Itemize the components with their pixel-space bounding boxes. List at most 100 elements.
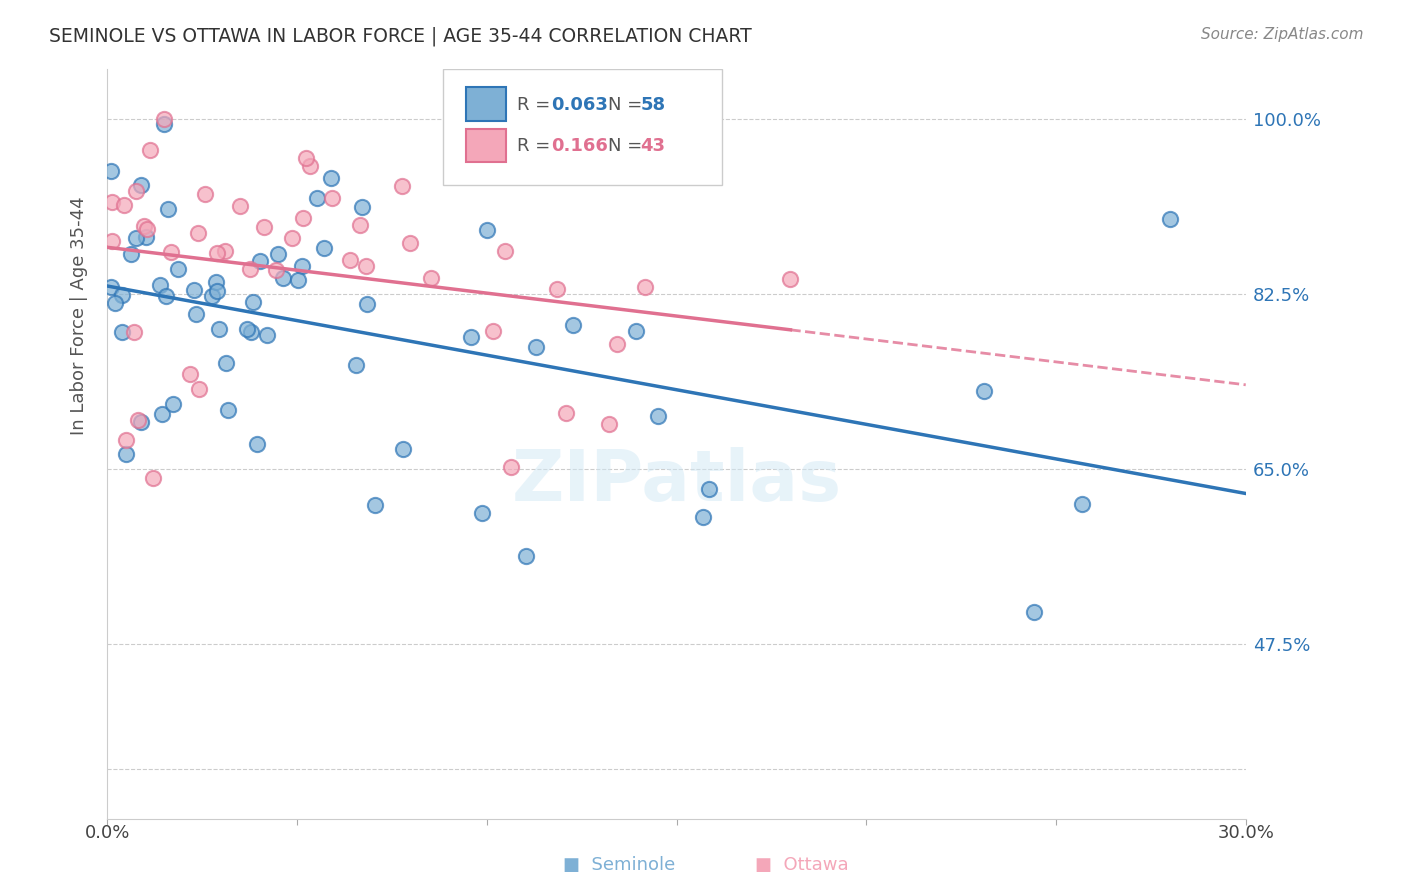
- Text: ■  Seminole: ■ Seminole: [562, 856, 675, 874]
- Seminole: [475, 223, 498, 237]
- Bar: [465, 87, 506, 121]
- Seminole: [391, 442, 413, 456]
- Ottawa: [281, 231, 304, 245]
- Seminole: [256, 327, 278, 342]
- Seminole: [246, 437, 269, 451]
- Seminole: [624, 324, 647, 338]
- Seminole: [157, 202, 180, 216]
- Seminole: [356, 296, 378, 310]
- Ottawa: [598, 417, 620, 432]
- Seminole: [973, 384, 995, 399]
- Seminole: [242, 294, 264, 309]
- Seminole: [155, 289, 177, 303]
- Seminole: [129, 178, 152, 192]
- Ottawa: [291, 211, 314, 226]
- FancyBboxPatch shape: [443, 69, 723, 185]
- Text: N =: N =: [609, 95, 648, 113]
- Ottawa: [420, 271, 443, 285]
- Text: N =: N =: [609, 136, 648, 155]
- Text: 0.0%: 0.0%: [84, 823, 131, 842]
- Text: SEMINOLE VS OTTAWA IN LABOR FORCE | AGE 35-44 CORRELATION CHART: SEMINOLE VS OTTAWA IN LABOR FORCE | AGE …: [49, 27, 752, 46]
- Ottawa: [101, 234, 124, 248]
- Seminole: [1024, 605, 1046, 619]
- Ottawa: [214, 244, 236, 259]
- Ottawa: [142, 471, 165, 485]
- Ottawa: [294, 152, 316, 166]
- Text: R =: R =: [517, 136, 557, 155]
- Ottawa: [153, 112, 176, 126]
- Seminole: [115, 447, 138, 461]
- Seminole: [524, 340, 547, 354]
- Seminole: [697, 483, 720, 497]
- Seminole: [291, 259, 314, 273]
- Seminole: [111, 288, 134, 302]
- Seminole: [124, 231, 146, 245]
- Seminole: [162, 397, 184, 411]
- Text: 0.166: 0.166: [551, 136, 609, 155]
- Ottawa: [391, 178, 413, 193]
- Ottawa: [193, 186, 215, 201]
- Text: 43: 43: [640, 136, 665, 155]
- Ottawa: [264, 263, 287, 277]
- Ottawa: [188, 382, 211, 396]
- Seminole: [184, 307, 207, 321]
- Seminole: [135, 230, 157, 244]
- Ottawa: [122, 326, 145, 340]
- Seminole: [183, 283, 205, 297]
- Ottawa: [634, 280, 657, 294]
- Text: Source: ZipAtlas.com: Source: ZipAtlas.com: [1201, 27, 1364, 42]
- Text: 58: 58: [640, 95, 665, 113]
- Ottawa: [179, 367, 201, 381]
- Text: In Labor Force | Age 35-44: In Labor Force | Age 35-44: [70, 197, 89, 435]
- Seminole: [647, 409, 669, 424]
- Text: ■  Ottawa: ■ Ottawa: [755, 856, 848, 874]
- Ottawa: [399, 235, 422, 250]
- Seminole: [201, 289, 224, 303]
- Seminole: [208, 322, 231, 336]
- Ottawa: [546, 282, 568, 296]
- Ottawa: [125, 184, 148, 198]
- Ottawa: [138, 143, 160, 157]
- Seminole: [100, 163, 122, 178]
- Seminole: [240, 325, 263, 339]
- Ottawa: [494, 244, 516, 259]
- Ottawa: [239, 262, 262, 277]
- Ottawa: [115, 433, 138, 447]
- Ottawa: [339, 253, 361, 268]
- Ottawa: [481, 324, 503, 338]
- Text: 0.063: 0.063: [551, 95, 609, 113]
- Ottawa: [112, 198, 135, 212]
- Seminole: [215, 356, 238, 370]
- Ottawa: [606, 337, 628, 351]
- Ottawa: [321, 191, 343, 205]
- Ottawa: [132, 219, 155, 233]
- Seminole: [344, 359, 367, 373]
- Seminole: [217, 402, 239, 417]
- Seminole: [350, 200, 373, 214]
- Ottawa: [186, 226, 208, 240]
- Ottawa: [349, 218, 371, 232]
- Ottawa: [356, 259, 378, 273]
- Seminole: [236, 322, 259, 336]
- Text: 30.0%: 30.0%: [1218, 823, 1274, 842]
- Seminole: [271, 271, 294, 285]
- Seminole: [515, 549, 537, 563]
- Ottawa: [299, 160, 322, 174]
- Seminole: [692, 510, 714, 524]
- Seminole: [266, 247, 288, 261]
- Seminole: [100, 279, 122, 293]
- Seminole: [149, 278, 172, 293]
- Seminole: [150, 407, 173, 421]
- Seminole: [104, 296, 127, 310]
- Seminole: [364, 498, 387, 512]
- Ottawa: [127, 413, 149, 427]
- Seminole: [167, 262, 190, 277]
- Seminole: [153, 116, 176, 130]
- Seminole: [110, 325, 132, 339]
- Ottawa: [101, 194, 124, 209]
- Seminole: [205, 284, 228, 298]
- Seminole: [460, 330, 482, 344]
- Seminole: [120, 247, 142, 261]
- Ottawa: [229, 199, 252, 213]
- Bar: [465, 128, 506, 162]
